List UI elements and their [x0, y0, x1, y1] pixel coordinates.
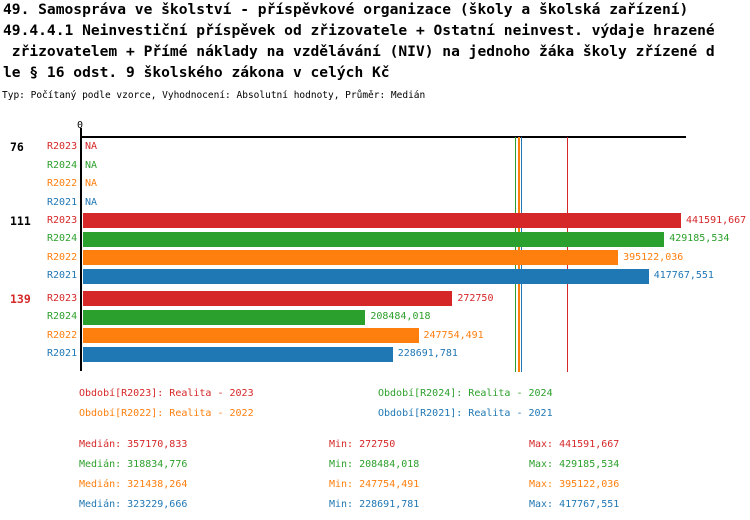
stat-median-r2022: Medián: 321438,264 — [79, 479, 188, 490]
bar-value-label: 441591,667 — [686, 214, 747, 226]
series-tick-r2022: R2022 — [47, 178, 78, 190]
series-tick-r2024: R2024 — [47, 311, 78, 323]
bar-value-label: 429185,534 — [669, 233, 730, 245]
bar-139-r2024 — [83, 309, 366, 325]
bar-139-r2023 — [83, 291, 453, 306]
stat-max-r2022: Max: 395122,036 — [529, 479, 620, 490]
series-tick-r2022: R2022 — [47, 329, 78, 341]
stat-max-r2023: Max: 441591,667 — [529, 439, 620, 450]
bar-value-label: 247754,491 — [423, 329, 484, 341]
series-tick-r2023: R2023 — [47, 292, 78, 304]
stat-max-r2024: Max: 429185,534 — [529, 459, 620, 470]
chart-title-line-2: 49.4.4.1 Neinvestiční příspěvek od zřizo… — [3, 22, 715, 39]
bar-139-r2021 — [83, 346, 393, 362]
bar-111-r2023 — [83, 213, 681, 228]
stat-min-r2021: Min: 228691,781 — [329, 499, 420, 510]
stat-min-r2024: Min: 208484,018 — [329, 459, 420, 470]
series-tick-r2024: R2024 — [47, 233, 78, 245]
na-value-label: NA — [85, 196, 98, 208]
bar-111-r2021 — [83, 268, 649, 284]
stat-median-r2024: Medián: 318834,776 — [79, 459, 188, 470]
stat-median-r2021: Medián: 323229,666 — [79, 499, 188, 510]
bar-111-r2024 — [83, 231, 665, 247]
stat-min-r2023: Min: 272750 — [329, 439, 396, 450]
chart-subtitle: Typ: Počítaný podle vzorce, Vyhodnocení:… — [2, 90, 426, 101]
na-value-label: NA — [85, 159, 98, 171]
group-label-111: 111 — [10, 213, 31, 228]
axis-zero-label: 0 — [77, 120, 84, 131]
series-tick-r2021: R2021 — [47, 270, 78, 282]
legend-item-r2023: Období[R2023]: Realita - 2023 — [79, 388, 254, 399]
legend-item-r2022: Období[R2022]: Realita - 2022 — [79, 408, 254, 419]
stat-max-r2021: Max: 417767,551 — [529, 499, 620, 510]
chart-title-line-3: zřizovatelem + Přímé náklady na vzdělává… — [3, 43, 715, 60]
stat-median-r2023: Medián: 357170,833 — [79, 439, 188, 450]
group-label-76: 76 — [10, 140, 24, 154]
stat-min-r2022: Min: 247754,491 — [329, 479, 420, 490]
x-axis-line — [81, 136, 686, 138]
bar-value-label: 208484,018 — [370, 311, 431, 323]
bar-value-label: 417767,551 — [653, 270, 714, 282]
bar-value-label: 272750 — [457, 292, 494, 304]
na-value-label: NA — [85, 141, 98, 152]
y-axis-line — [80, 128, 82, 371]
series-tick-r2021: R2021 — [47, 348, 78, 360]
series-tick-r2023: R2023 — [47, 214, 78, 226]
series-tick-r2021: R2021 — [47, 196, 78, 208]
na-value-label: NA — [85, 178, 98, 190]
bar-value-label: 395122,036 — [623, 251, 684, 263]
bar-value-label: 228691,781 — [397, 348, 458, 360]
legend-item-r2021: Období[R2021]: Realita - 2021 — [378, 408, 553, 419]
chart-title-line-4: le § 16 odst. 9 školského zákona v celýc… — [3, 64, 390, 81]
group-label-139: 139 — [10, 291, 31, 306]
series-tick-r2023: R2023 — [47, 141, 78, 152]
chart-title-line-1: 49. Samospráva ve školství - příspěvkové… — [3, 1, 689, 18]
bar-111-r2022 — [83, 250, 619, 266]
series-tick-r2024: R2024 — [47, 159, 78, 171]
bar-139-r2022 — [83, 328, 419, 344]
legend-item-r2024: Období[R2024]: Realita - 2024 — [378, 388, 553, 399]
series-tick-r2022: R2022 — [47, 251, 78, 263]
